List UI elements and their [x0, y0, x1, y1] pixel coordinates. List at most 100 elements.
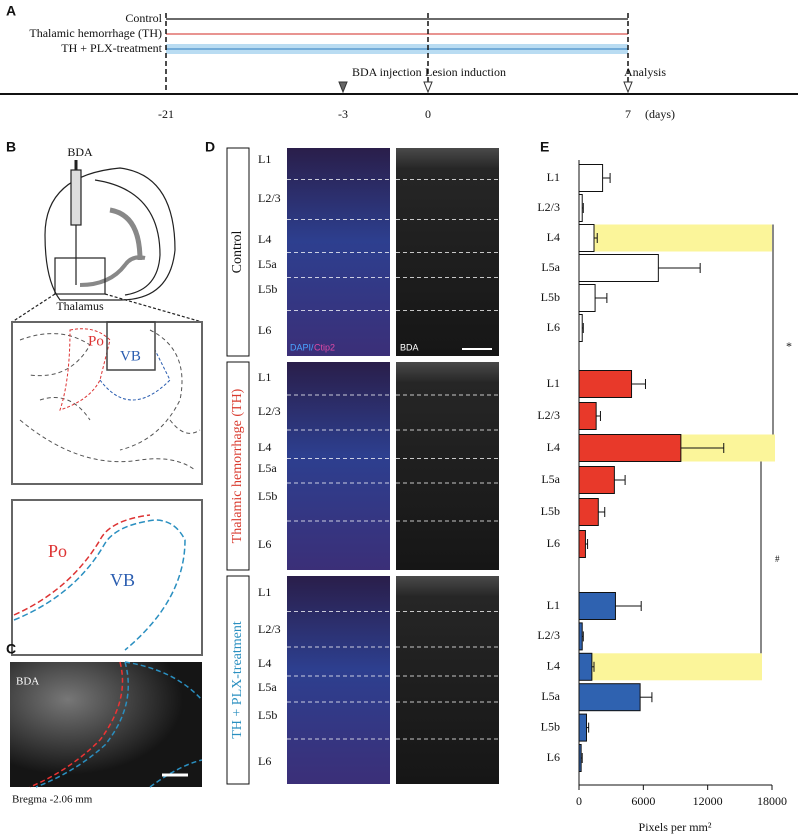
layer-label: L2/3 — [258, 404, 281, 418]
time-unit: (days) — [645, 107, 675, 121]
layer-label: L5b — [258, 708, 277, 722]
layer-label: L6 — [258, 537, 271, 551]
stain-label: BDA — [16, 676, 39, 688]
thalamus-box — [54, 257, 106, 295]
bar — [578, 713, 588, 742]
vb-outline — [99, 349, 171, 401]
y-tick-label: L5a — [541, 472, 560, 486]
tract — [79, 255, 146, 287]
dapi-image — [287, 576, 390, 784]
dapi-image — [287, 148, 390, 356]
time-tick-label: -21 — [158, 107, 174, 121]
vb-label: VB — [110, 570, 135, 590]
y-tick-label: L2/3 — [537, 200, 560, 214]
y-tick-label: L5b — [541, 290, 560, 304]
group-box — [226, 361, 250, 571]
nuclei-outlines — [19, 329, 201, 471]
layer-label: L5a — [258, 461, 277, 475]
layer-label: L5b — [258, 489, 277, 503]
event-label: BDA injection — [352, 65, 422, 79]
y-tick-label: L4 — [547, 659, 560, 673]
outline — [19, 333, 91, 377]
x-tick-label: 0 — [576, 794, 582, 808]
y-tick-label: L5a — [541, 260, 560, 274]
bar — [578, 254, 659, 282]
y-tick-label: L5b — [541, 719, 560, 733]
x-tick-label: 6000 — [631, 794, 655, 808]
y-tick-label: L1 — [547, 376, 560, 390]
panel-letter: A — [6, 3, 16, 19]
layer-label: L6 — [258, 323, 271, 337]
po-outline — [59, 328, 111, 411]
panel-letter: D — [205, 139, 215, 155]
significance-mark: * — [786, 339, 792, 353]
y-tick-label: L6 — [547, 750, 560, 764]
brain-schematic — [11, 160, 203, 323]
layer-label: L4 — [258, 440, 271, 454]
group-label: Thalamic hemorrhage (TH) — [29, 26, 162, 40]
outline — [119, 329, 183, 451]
stain-label: BDA — [400, 342, 419, 352]
x-tick-label: 18000 — [757, 794, 787, 808]
bda-image — [396, 148, 499, 356]
event-marker — [623, 81, 633, 94]
panel-letter: E — [540, 139, 549, 155]
event-label: Lesion induction — [425, 65, 506, 79]
layer-label: L5b — [258, 282, 277, 296]
time-tick-label: 7 — [625, 107, 631, 121]
injection-label: BDA — [67, 145, 93, 159]
group-box — [226, 147, 250, 357]
syringe — [70, 169, 82, 226]
outline — [39, 397, 91, 421]
vb-label: VB — [120, 348, 141, 364]
bar — [578, 652, 593, 681]
event-marker — [423, 81, 433, 94]
y-tick-label: L1 — [547, 598, 560, 612]
stain-label: Ctip2 — [314, 342, 335, 352]
y-tick-label: L6 — [547, 536, 560, 550]
x-tick-label: 12000 — [693, 794, 723, 808]
bar — [578, 434, 682, 462]
po-label: Po — [48, 541, 67, 561]
time-tick-label: 0 — [425, 107, 431, 121]
layer-label: L4 — [258, 656, 271, 670]
y-tick-label: L4 — [547, 230, 560, 244]
group-label: Thalamic hemorrhage (TH) — [230, 388, 245, 543]
bar — [578, 592, 616, 620]
bar — [578, 622, 583, 651]
y-tick-label: L5b — [541, 504, 560, 518]
y-tick-label: L2/3 — [537, 408, 560, 422]
section-image — [10, 662, 202, 787]
zoom-line — [104, 293, 203, 323]
bar — [578, 466, 615, 494]
x-axis-title: Pixels per mm² — [639, 820, 712, 834]
bar — [578, 370, 633, 398]
layer-label: L5a — [258, 257, 277, 271]
cortex-line — [94, 179, 161, 296]
bar — [578, 194, 583, 222]
group-label: TH + PLX-treatment — [230, 621, 245, 739]
bar — [578, 530, 586, 558]
bar — [578, 164, 604, 192]
y-tick-label: L2/3 — [537, 628, 560, 642]
bregma-label: Bregma -2.06 mm — [12, 794, 93, 806]
y-tick-label: L6 — [547, 320, 560, 334]
bar — [578, 683, 641, 712]
panel-letter: C — [6, 641, 16, 657]
layer-label: L1 — [258, 370, 271, 384]
zoom-panel — [11, 499, 203, 656]
layer-label: L1 — [258, 152, 271, 166]
region-label: Thalamus — [56, 299, 104, 313]
layer-label: L1 — [258, 585, 271, 599]
stain-label: DAPI/ — [290, 342, 314, 352]
time-tick-label: -3 — [338, 107, 348, 121]
bar — [578, 284, 596, 312]
group-box — [226, 575, 250, 785]
vb-boundary — [13, 519, 186, 651]
tract — [109, 207, 143, 261]
bar — [578, 224, 595, 252]
panel-letter: B — [6, 139, 16, 155]
vb-boundary — [35, 661, 203, 788]
dapi-image — [287, 362, 390, 570]
